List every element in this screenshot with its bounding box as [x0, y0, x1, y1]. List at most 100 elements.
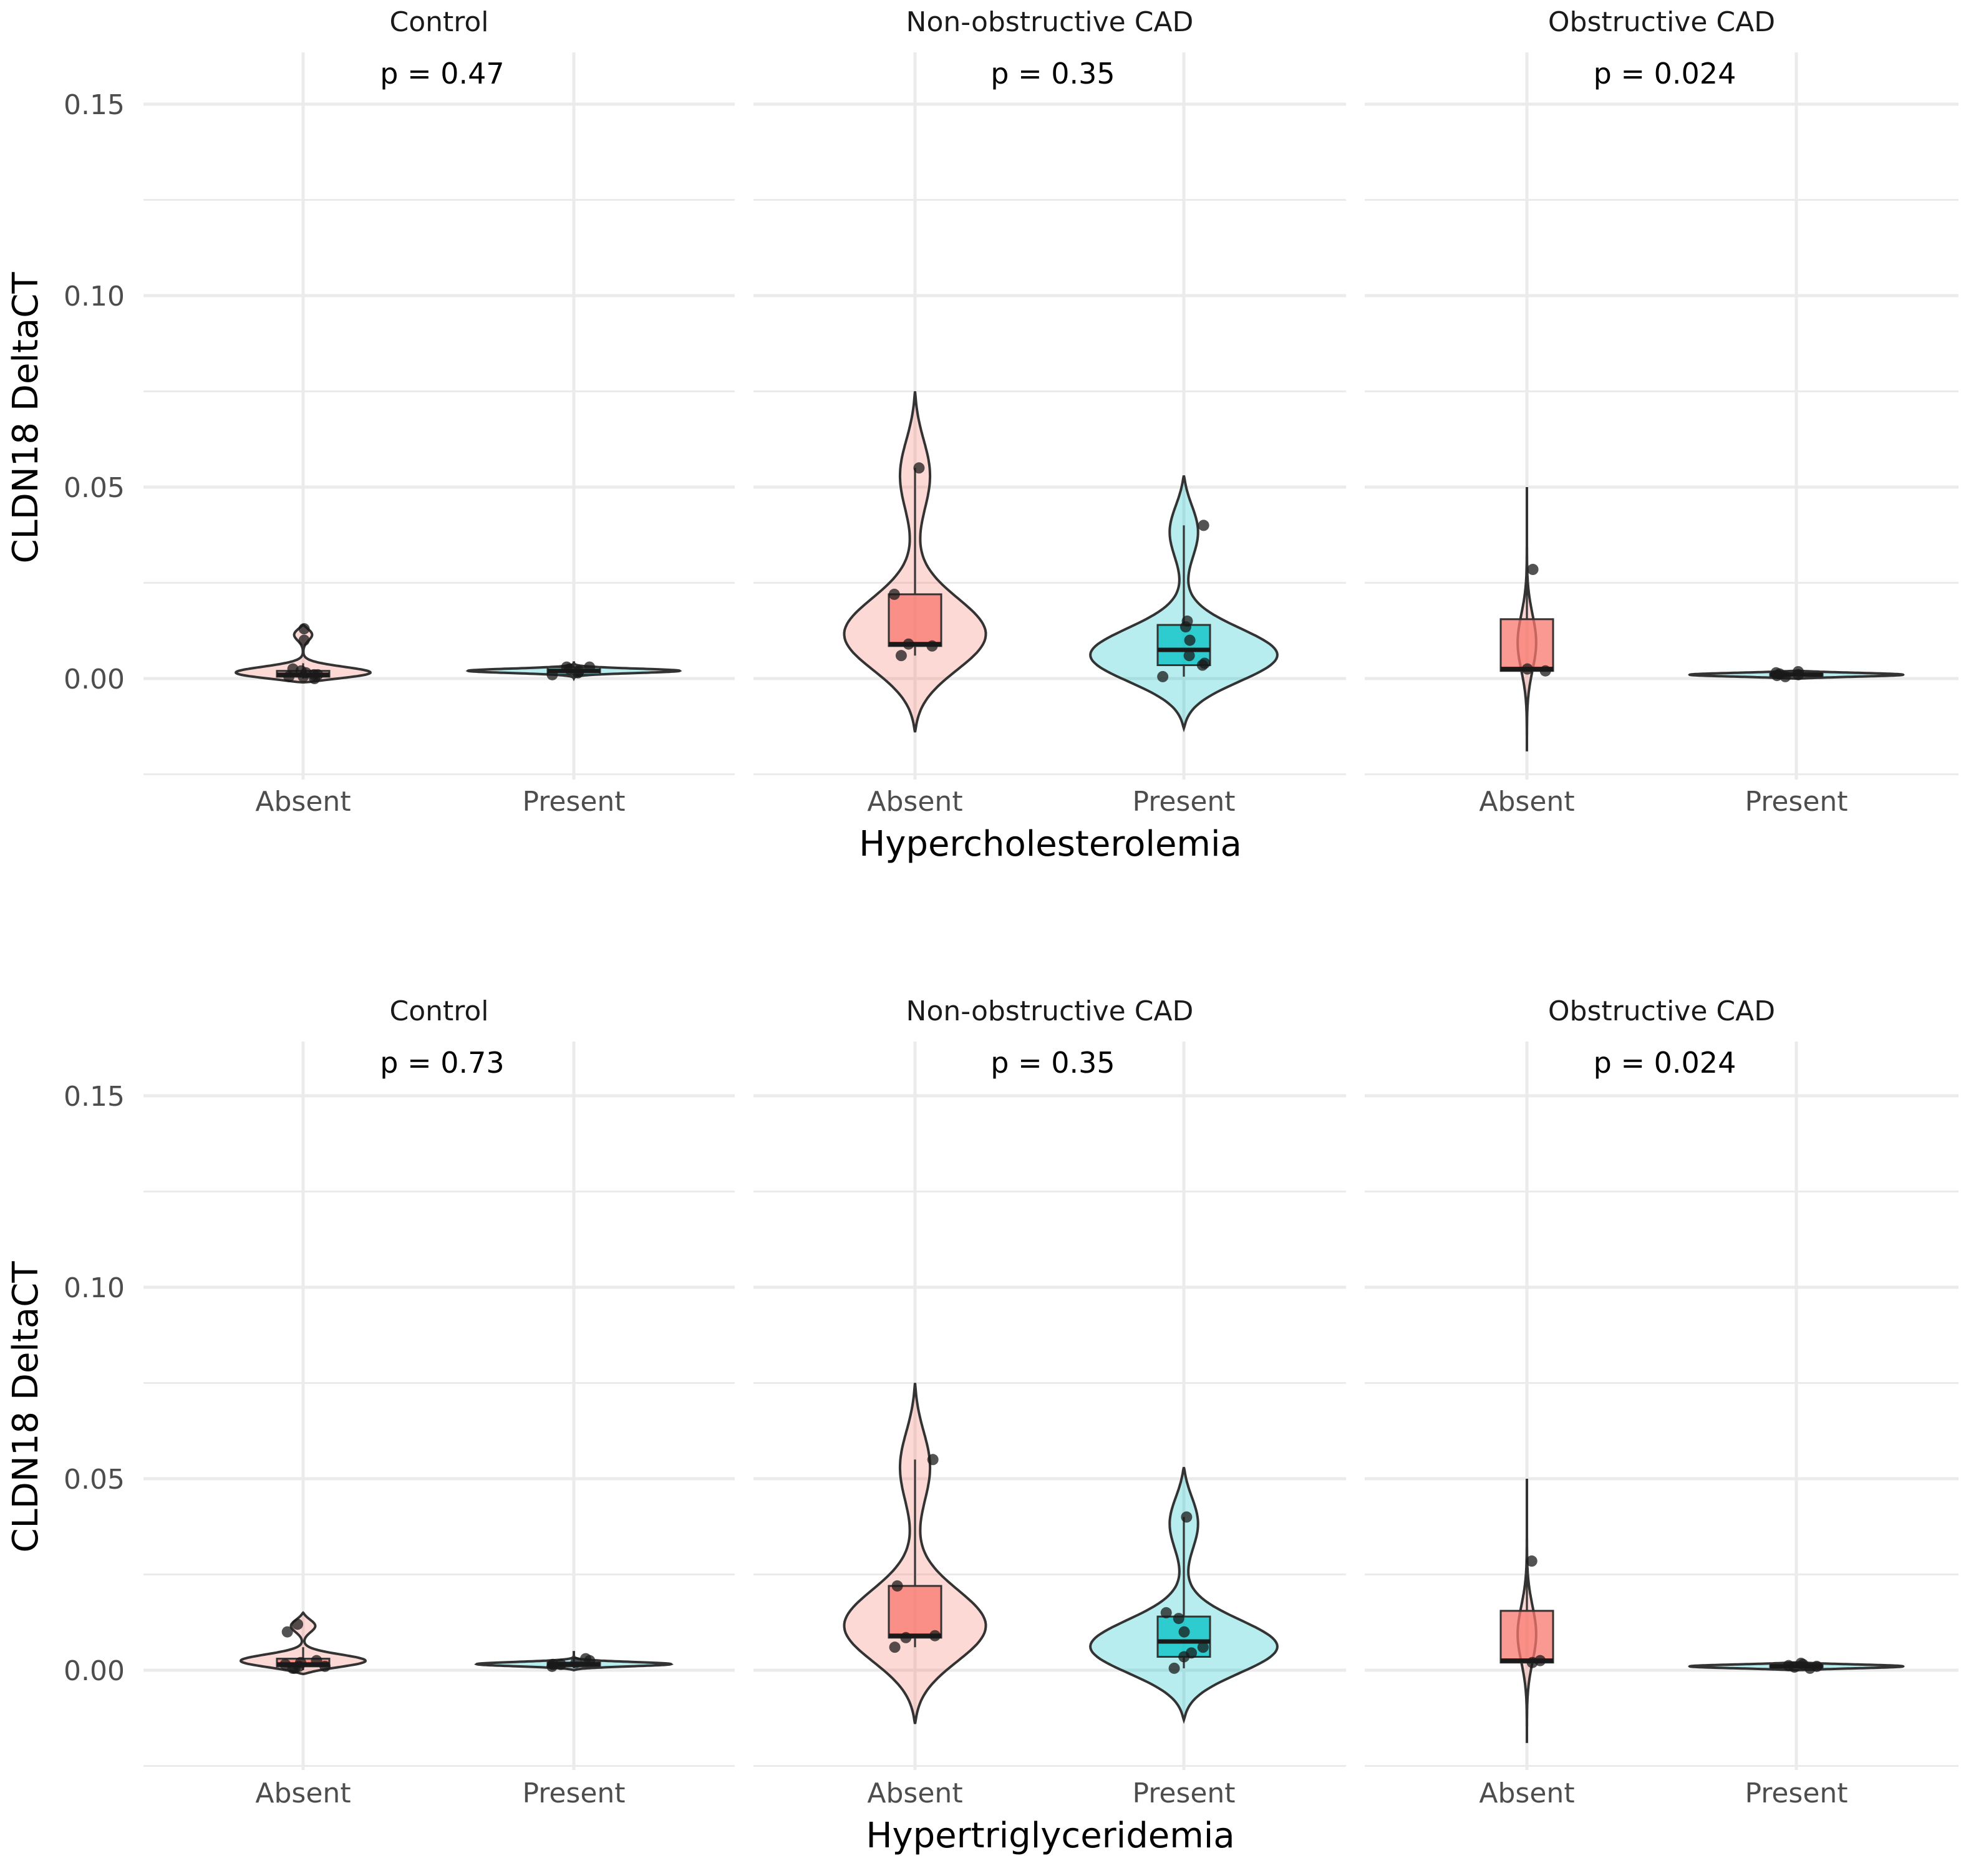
data-point [298, 670, 309, 682]
chart-hypertriglyceridemia: CLDN18 DeltaCT Hypertriglyceridemia 0.00 0.… [6, 995, 1959, 1856]
data-point [927, 1454, 939, 1466]
group-absent [843, 391, 987, 733]
data-point [309, 673, 321, 684]
facet-strip-label: Non-obstructive CAD [906, 995, 1194, 1027]
data-point [298, 623, 310, 635]
group-absent [843, 1383, 987, 1724]
y-tick-label: 0.10 [64, 281, 125, 312]
data-point [1181, 1511, 1193, 1523]
data-point [1527, 564, 1539, 576]
facet-panel: Obstructive CAD p = 0.024 Absent Present [1365, 6, 1959, 818]
facet-panel: Control p = 0.47 Absent Present [143, 6, 735, 818]
group-absent [239, 1611, 367, 1676]
data-point [311, 1655, 322, 1666]
box-iqr [888, 1585, 942, 1639]
data-point [561, 661, 573, 673]
group-present [1089, 475, 1279, 733]
group-present [465, 661, 682, 682]
data-point [888, 588, 900, 600]
x-tick-label: Absent [255, 1777, 351, 1809]
facet-strip-label: Non-obstructive CAD [906, 6, 1194, 38]
group-absent [1499, 487, 1554, 752]
x-tick-label: Absent [867, 1777, 962, 1809]
data-point [900, 1632, 912, 1643]
box-iqr [1499, 1610, 1554, 1664]
data-point [903, 638, 914, 650]
data-point [895, 650, 907, 662]
data-point [1183, 650, 1195, 662]
data-point [1173, 1613, 1184, 1625]
y-axis-title: CLDN18 DeltaCT [6, 272, 46, 564]
p-value-label: p = 0.35 [990, 57, 1115, 90]
data-point [584, 661, 596, 673]
x-axis-title: Hypercholesterolemia [859, 824, 1242, 864]
y-tick-label: 0.10 [64, 1272, 125, 1304]
facet-strip-label: Control [389, 995, 488, 1027]
group-present [474, 1651, 674, 1672]
facet-strip-label: Control [389, 6, 488, 38]
violin-shape [239, 1611, 367, 1676]
x-tick-label: Present [522, 786, 625, 818]
group-absent [235, 623, 372, 684]
facet-strip-label: Obstructive CAD [1548, 995, 1775, 1027]
y-axis-title: CLDN18 DeltaCT [6, 1261, 46, 1553]
data-point [554, 1658, 566, 1670]
data-point [289, 1662, 301, 1674]
y-tick-label: 0.00 [64, 664, 125, 695]
data-point [926, 640, 938, 652]
y-tick-label: 0.00 [64, 1655, 125, 1687]
data-point [580, 1653, 592, 1665]
p-value-label: p = 0.47 [380, 57, 504, 90]
x-tick-label: Absent [867, 786, 962, 818]
data-point [1178, 1626, 1190, 1638]
data-point [319, 1660, 331, 1672]
p-value-label: p = 0.73 [380, 1046, 504, 1080]
data-point [1179, 621, 1191, 633]
data-point [298, 634, 310, 646]
data-point [1168, 1662, 1180, 1674]
p-value-label: p = 0.024 [1594, 1046, 1736, 1080]
data-point [1196, 659, 1208, 671]
y-tick-label: 0.05 [64, 1464, 125, 1496]
data-point [1521, 663, 1533, 675]
y-tick-label: 0.05 [64, 472, 125, 504]
data-point [1178, 1651, 1190, 1663]
x-tick-label: Present [1132, 786, 1235, 818]
data-point [913, 462, 925, 474]
data-point [1780, 670, 1791, 682]
box-iqr [888, 593, 942, 647]
x-tick-label: Present [1745, 786, 1848, 818]
p-value-label: p = 0.35 [990, 1046, 1115, 1080]
box-iqr [1499, 618, 1554, 672]
data-point [570, 1656, 582, 1668]
facet-panel: Obstructive CAD p = 0.024 Absent Present [1365, 995, 1959, 1809]
data-point [1811, 1660, 1823, 1672]
group-present [1688, 665, 1905, 682]
data-point [546, 669, 558, 680]
data-point [1197, 1642, 1209, 1653]
facet-panel: Control p = 0.73 Absent Present [143, 995, 735, 1809]
group-absent [1499, 1479, 1554, 1743]
data-point [929, 1630, 941, 1642]
x-tick-label: Absent [1479, 1777, 1574, 1809]
group-present [1089, 1467, 1279, 1724]
data-point [1539, 665, 1551, 677]
data-point [287, 663, 299, 675]
x-tick-label: Absent [1479, 786, 1574, 818]
data-point [889, 1642, 901, 1653]
group-present [1688, 1657, 1905, 1674]
data-point [1184, 634, 1196, 646]
data-point [1157, 670, 1169, 682]
p-value-label: p = 0.024 [1594, 57, 1736, 90]
data-point [1770, 667, 1782, 679]
data-point [1526, 1555, 1538, 1567]
data-point [891, 1580, 903, 1592]
x-tick-label: Present [522, 1777, 625, 1809]
x-tick-label: Absent [255, 786, 351, 818]
y-tick-label: 0.15 [64, 89, 125, 121]
facet-panel: Non-obstructive CAD p = 0.35 Absent Present [753, 995, 1346, 1809]
facet-strip-label: Obstructive CAD [1548, 6, 1775, 38]
data-point [1198, 520, 1209, 531]
x-tick-label: Present [1745, 1777, 1848, 1809]
